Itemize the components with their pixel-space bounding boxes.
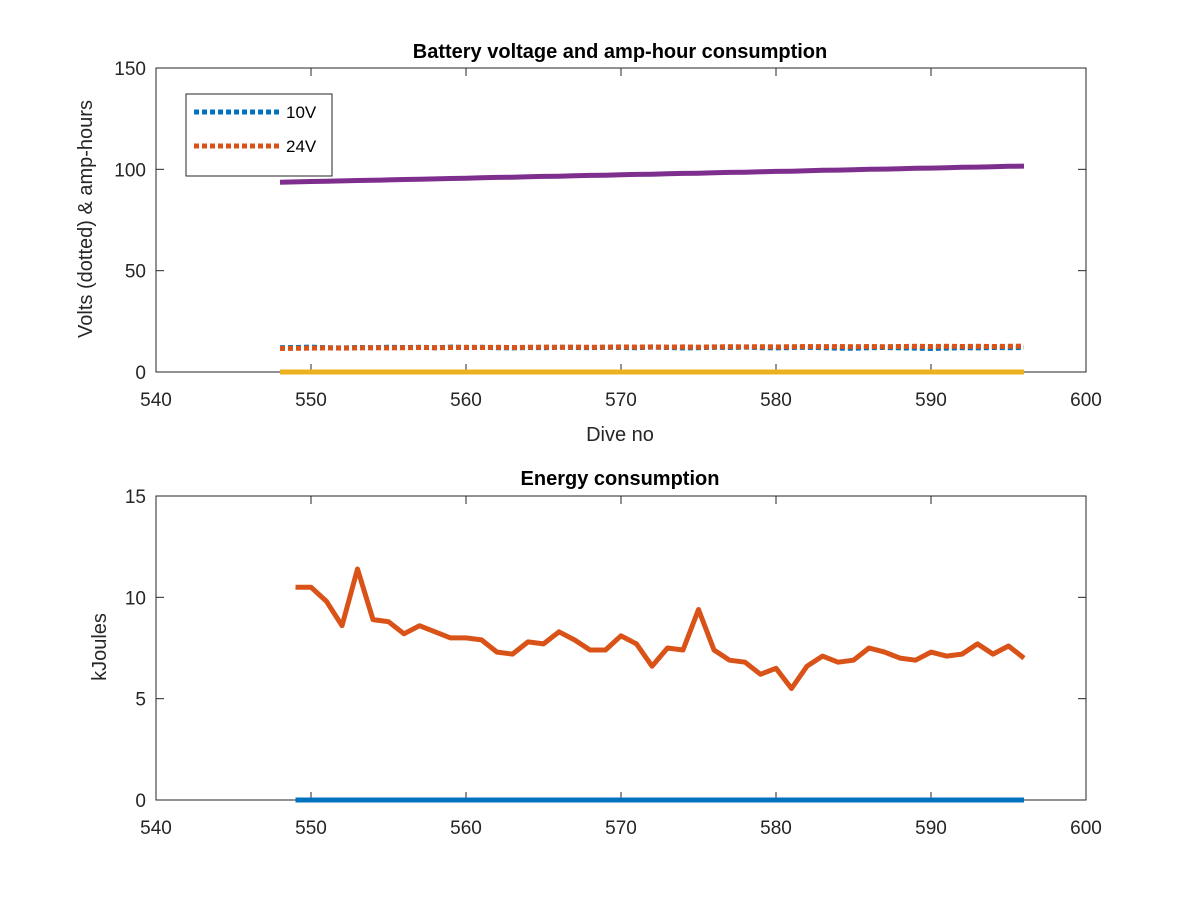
energy-y-tick-label: 5 <box>135 690 146 711</box>
battery-x-tick-label: 560 <box>450 390 482 411</box>
battery-chart-y-label: Volts (dotted) & amp-hours <box>75 100 97 338</box>
battery-x-tick-label: 570 <box>605 390 637 411</box>
battery-chart-x-label: Dive no <box>586 424 654 446</box>
battery-x-tick-label: 600 <box>1070 390 1102 411</box>
battery-x-tick-label: 590 <box>915 390 947 411</box>
battery-series-2-line <box>279 163 1025 185</box>
battery-legend-label: 24V <box>286 137 317 156</box>
energy-y-tick-label: 15 <box>125 487 146 508</box>
battery-y-tick-label: 150 <box>114 59 146 80</box>
energy-x-tick-label: 580 <box>760 818 792 839</box>
energy-y-tick-label: 0 <box>135 791 146 812</box>
battery-x-tick-label: 540 <box>140 390 172 411</box>
battery-legend-box <box>185 93 333 177</box>
energy-x-tick-label: 600 <box>1070 818 1102 839</box>
energy-series-0-line <box>295 566 1026 691</box>
energy-x-tick-label: 550 <box>295 818 327 839</box>
energy-chart-title: Energy consumption <box>521 468 720 490</box>
battery-legend-label: 10V <box>286 103 317 122</box>
battery-x-tick-label: 580 <box>760 390 792 411</box>
energy-y-tick-label: 10 <box>125 588 146 609</box>
battery-series-24v-line <box>279 343 1025 351</box>
battery-y-tick-label: 50 <box>125 262 146 283</box>
energy-x-tick-label: 590 <box>915 818 947 839</box>
battery-y-tick-label: 100 <box>114 160 146 181</box>
energy-consumption-chart: Energy consumption kJoules 540 550 560 570 5… <box>89 468 1102 839</box>
battery-y-tick-label: 0 <box>135 363 146 384</box>
energy-chart-y-label: kJoules <box>89 613 111 681</box>
energy-x-tick-label: 560 <box>450 818 482 839</box>
battery-x-tick-label: 550 <box>295 390 327 411</box>
energy-x-tick-label: 540 <box>140 818 172 839</box>
energy-x-tick-label: 570 <box>605 818 637 839</box>
battery-voltage-chart: Battery voltage and amp-hour consumption… <box>75 41 1102 446</box>
battery-chart-title: Battery voltage and amp-hour consumption <box>413 41 827 63</box>
